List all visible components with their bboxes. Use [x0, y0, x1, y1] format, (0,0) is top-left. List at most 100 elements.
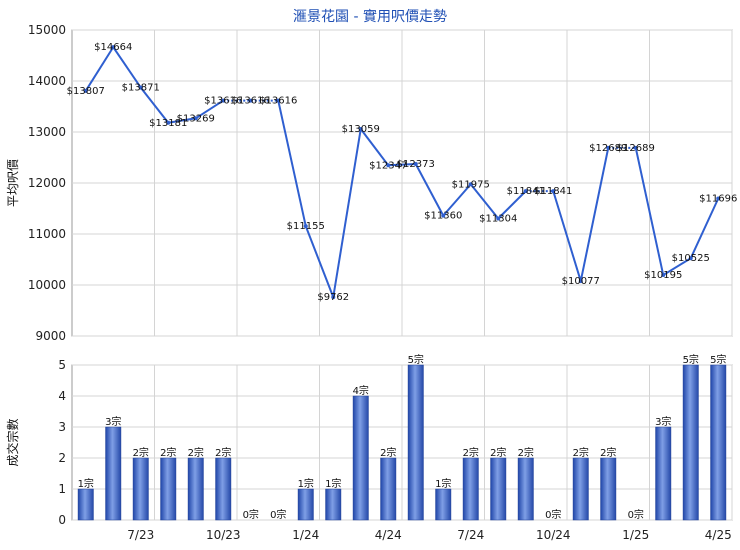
- line-point-label: $13059: [342, 124, 380, 135]
- bar: [187, 457, 204, 521]
- line-point: [661, 273, 666, 278]
- line-segment: [579, 147, 610, 282]
- bar-value-label: 5宗: [408, 353, 424, 366]
- bar: [600, 457, 617, 521]
- bar: [132, 457, 149, 521]
- line-point-label: $10077: [562, 276, 600, 287]
- bar-y-tick-label: 3: [58, 420, 66, 434]
- line-point-label: $11841: [534, 186, 572, 197]
- bar: [325, 488, 342, 521]
- bar: [462, 457, 479, 521]
- line-point-label: $12689: [589, 143, 627, 154]
- bar-value-label: 2宗: [463, 446, 479, 459]
- bar-value-label: 2宗: [188, 446, 204, 459]
- x-tick-label: 4/24: [375, 528, 402, 542]
- line-y-tick-label: 13000: [28, 125, 66, 139]
- line-point: [413, 161, 418, 166]
- bar-value-label: 2宗: [160, 446, 176, 459]
- bar: [407, 364, 424, 521]
- line-point: [111, 45, 116, 50]
- bar-value-label: 5宗: [683, 353, 699, 366]
- line-point: [193, 116, 198, 121]
- line-segment: [84, 46, 115, 92]
- line-point: [551, 189, 556, 194]
- bar-y-tick-label: 5: [58, 358, 66, 372]
- line-point-label: $11696: [699, 194, 737, 205]
- x-tick-label: 7/24: [457, 528, 484, 542]
- line-point: [578, 279, 583, 284]
- line-point-label: $11155: [287, 221, 325, 232]
- line-segment: [112, 46, 142, 89]
- line-segment: [139, 86, 170, 124]
- line-point-label: $13269: [177, 113, 215, 124]
- bar-value-label: 2宗: [215, 446, 231, 459]
- line-point: [138, 85, 143, 90]
- line-point-label: $10525: [672, 253, 710, 264]
- bar: [215, 457, 232, 521]
- line-point: [221, 98, 226, 103]
- bar-y-tick-label: 2: [58, 451, 66, 465]
- line-point: [496, 216, 501, 221]
- bar-y-tick-label: 0: [58, 513, 66, 527]
- bar-value-label: 2宗: [133, 446, 149, 459]
- line-point-label: $13807: [67, 86, 105, 97]
- line-y-tick-label: 15000: [28, 23, 66, 37]
- line-point: [386, 163, 391, 168]
- bar-value-label: 1宗: [325, 477, 341, 490]
- bar-value-label: 0宗: [628, 508, 644, 521]
- x-tick-label: 1/25: [622, 528, 649, 542]
- x-tick-label: 1/24: [292, 528, 319, 542]
- bar: [572, 457, 589, 521]
- line-point-label: $13616: [259, 96, 297, 107]
- line-point-label: $12689: [617, 143, 655, 154]
- line-segment: [689, 198, 720, 259]
- x-tick-label: 10/24: [536, 528, 571, 542]
- line-point-label: $12373: [397, 159, 435, 170]
- bar: [655, 426, 672, 521]
- bar-y-tick-label: 4: [58, 389, 66, 403]
- x-tick-label: 7/23: [127, 528, 154, 542]
- line-point: [303, 224, 308, 229]
- bar-value-label: 2宗: [573, 446, 589, 459]
- line-point: [468, 182, 473, 187]
- line-point-label: $14664: [94, 42, 132, 53]
- bar-value-label: 2宗: [518, 446, 534, 459]
- bar-value-label: 3宗: [105, 415, 121, 428]
- line-segment: [662, 257, 692, 276]
- bar: [435, 488, 452, 521]
- bar: [517, 457, 534, 521]
- line-segment: [497, 190, 527, 220]
- bar-value-label: 1宗: [298, 477, 314, 490]
- bar: [490, 457, 507, 521]
- line-point-label: $13616: [232, 96, 270, 107]
- line-point: [606, 145, 611, 150]
- line-segment: [332, 128, 362, 298]
- bar: [352, 395, 369, 521]
- line-point: [358, 126, 363, 131]
- line-y-tick-label: 10000: [28, 278, 66, 292]
- bar-value-label: 0宗: [243, 508, 259, 521]
- bar-y-axis-label: 成交宗數: [5, 418, 20, 466]
- line-point-label: $13616: [204, 96, 242, 107]
- line-point-label: $13181: [149, 118, 187, 129]
- chart-title: 滙景花園 - 實用呎價走勢: [293, 9, 447, 25]
- line-segment: [304, 225, 335, 298]
- bar-value-label: 2宗: [380, 446, 396, 459]
- bar-value-label: 2宗: [600, 446, 616, 459]
- bar-y-tick-label: 1: [58, 482, 66, 496]
- line-y-axis-label: 平均呎價: [6, 159, 20, 207]
- line-point: [83, 88, 88, 93]
- line-point: [716, 196, 721, 201]
- line-segment: [552, 190, 582, 282]
- line-point-label: $11304: [479, 213, 517, 224]
- line-segment: [442, 183, 472, 217]
- line-segment: [634, 147, 665, 276]
- line-point: [633, 145, 638, 150]
- line-segment: [277, 100, 307, 227]
- line-point: [276, 98, 281, 103]
- line-point-label: $9762: [317, 292, 349, 303]
- line-segment: [469, 183, 500, 220]
- line-point-label: $11841: [507, 186, 545, 197]
